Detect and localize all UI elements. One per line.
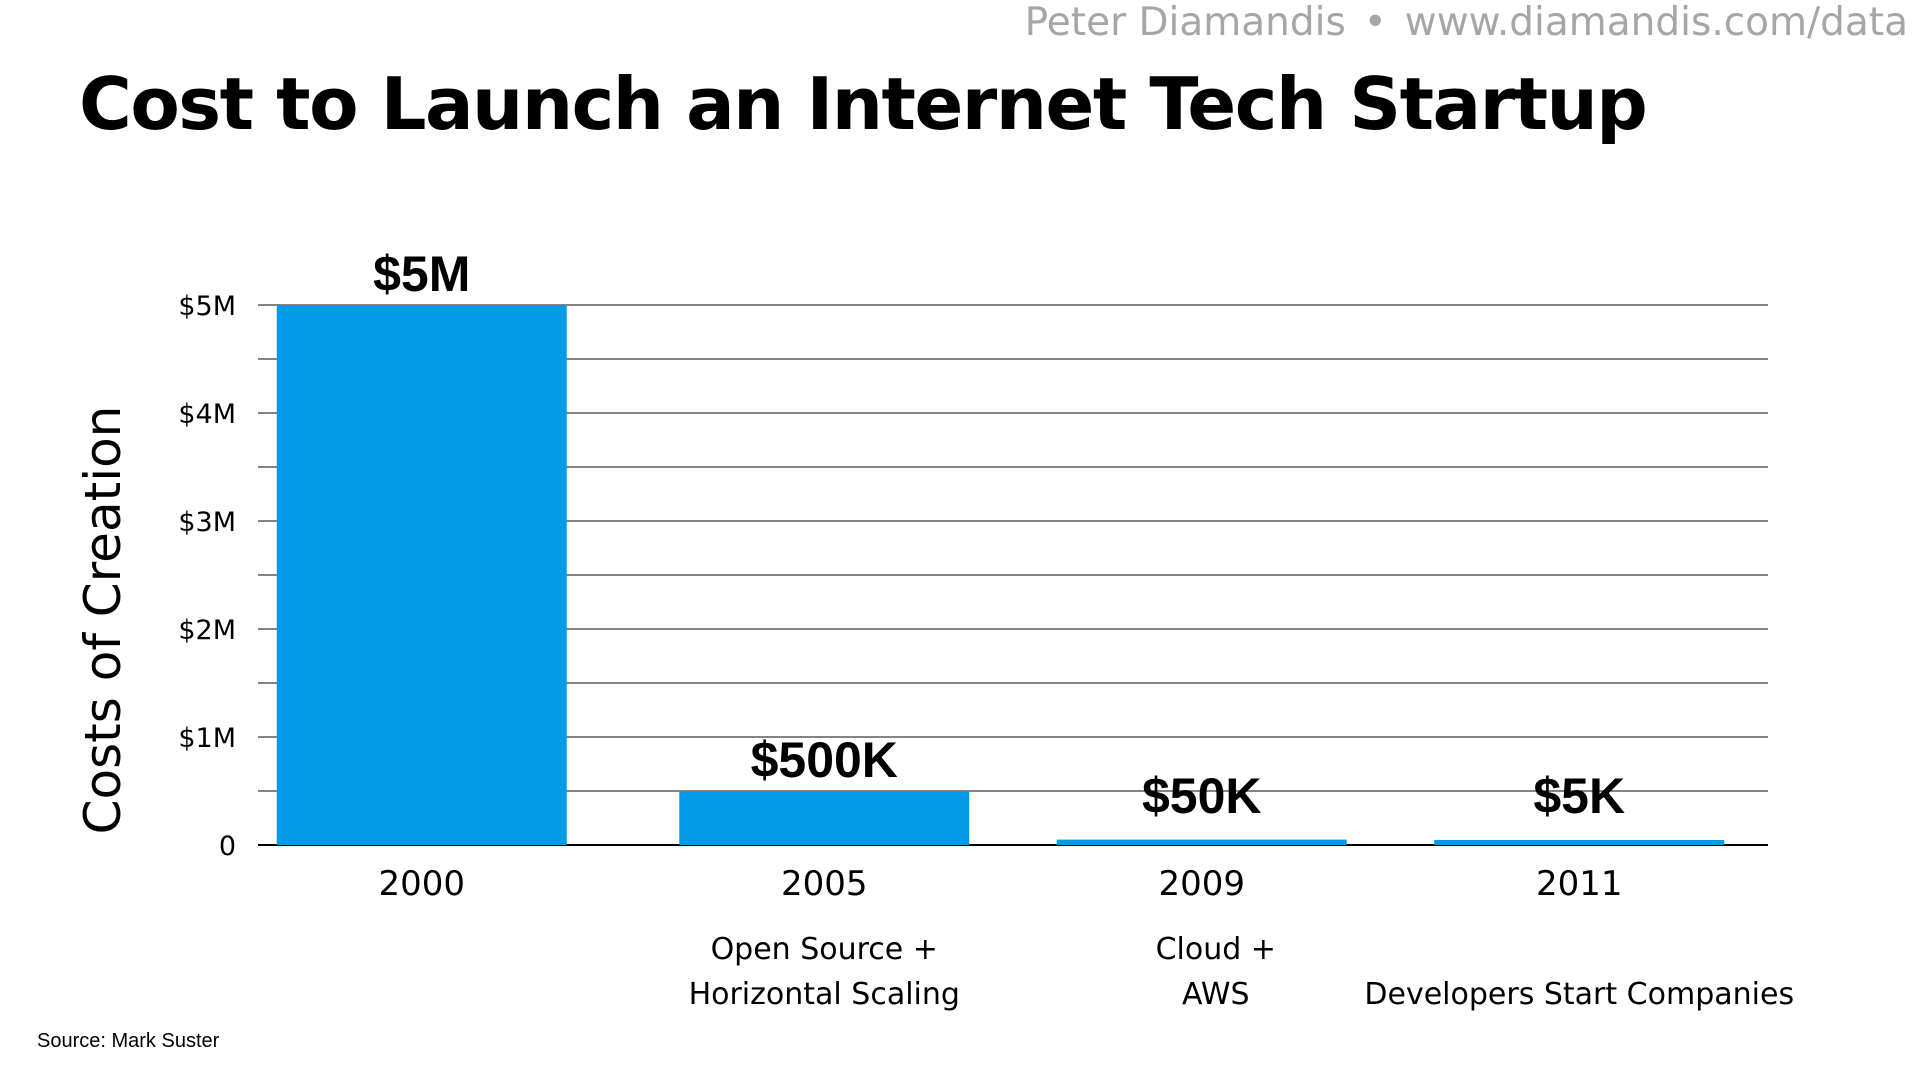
data-label-2009: $50K [1142, 768, 1262, 824]
y-tick-label: 0 [219, 831, 236, 862]
data-labels: $5M $500K $50K $5K [373, 246, 1625, 824]
attribution-author: Peter Diamandis [1024, 0, 1346, 45]
x-tick-label: 2009 [1158, 864, 1245, 904]
attribution-separator: • [1363, 0, 1387, 45]
x-tick-label: 2000 [378, 864, 465, 904]
data-label-2011: $5K [1533, 768, 1625, 824]
y-tick-label: $1M [178, 723, 236, 754]
bar-2011 [1434, 840, 1725, 845]
bars [276, 305, 1725, 845]
attribution-url: www.diamandis.com/data [1404, 0, 1908, 45]
bar-2009 [1056, 839, 1347, 845]
category-note-line: Horizontal Scaling [689, 977, 960, 1012]
x-tick-label: 2011 [1536, 864, 1623, 904]
y-tick-label: $4M [178, 399, 236, 430]
y-tick-label: $2M [178, 615, 236, 646]
category-note-line: Cloud + [1156, 932, 1276, 967]
y-tick-label: $3M [178, 507, 236, 538]
y-axis-ticks: 0 $1M $2M $3M $4M $5M [178, 291, 236, 862]
bar-2000 [276, 305, 567, 845]
x-tick-label: 2005 [781, 864, 868, 904]
y-tick-label: $5M [178, 291, 236, 322]
source-note: Source: Mark Suster [37, 1030, 220, 1052]
category-note-line: Developers Start Companies [1364, 977, 1794, 1012]
data-label-2005: $500K [751, 732, 898, 788]
y-axis-label: Costs of Creation [74, 406, 132, 835]
data-label-2000: $5M [373, 246, 470, 302]
x-axis-categories: 2000 2005 2009 2011 [378, 864, 1622, 904]
category-note-line: Open Source + [711, 932, 938, 967]
attribution-header: Peter Diamandis • www.diamandis.com/data [1025, 0, 1908, 45]
chart-title: Cost to Launch an Internet Tech Startup [79, 62, 1648, 146]
category-notes: Open Source + Horizontal Scaling Cloud + AW… [689, 932, 1795, 1012]
bar-2005 [679, 791, 970, 845]
category-note-line: AWS [1182, 977, 1250, 1012]
